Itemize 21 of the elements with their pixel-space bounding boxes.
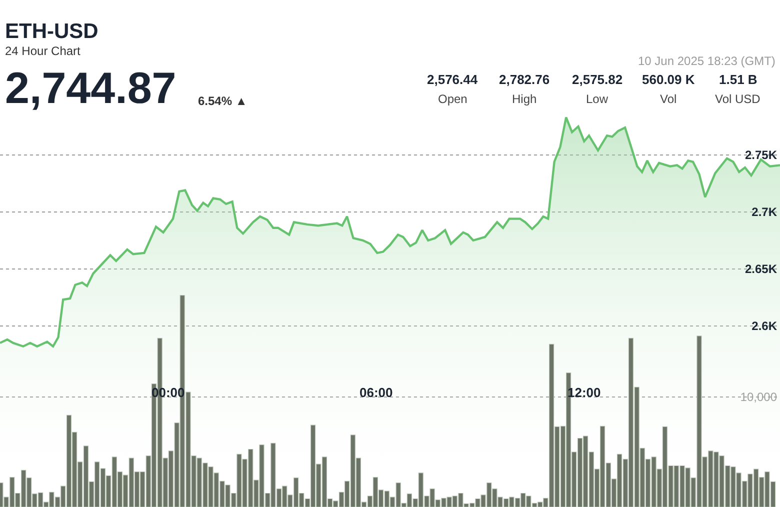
x-tick-label: 06:00 bbox=[360, 384, 393, 400]
annotation: Vol USD bbox=[715, 92, 761, 106]
annotation: 2,575.82 bbox=[572, 72, 623, 87]
annotation: 2,576.44 bbox=[427, 72, 478, 87]
annotation: 1.51 B bbox=[719, 72, 758, 87]
annotation: 10 Jun 2025 18:23 (GMT) bbox=[638, 54, 776, 68]
y2-tick-label: 10,000 bbox=[740, 390, 778, 404]
annotation: 6.54% ▲ bbox=[198, 94, 248, 108]
annotation: Low bbox=[586, 92, 608, 106]
y-tick-label: 2.65K bbox=[744, 262, 778, 276]
annotation: Open bbox=[438, 92, 468, 106]
text: ETH-USD bbox=[5, 20, 98, 43]
annotation: High bbox=[512, 92, 537, 106]
y-tick-label: 2.7K bbox=[752, 205, 778, 220]
annotation: 2,782.76 bbox=[499, 72, 550, 87]
annotation: Vol bbox=[660, 92, 677, 106]
annotation: 560.09 K bbox=[642, 72, 696, 87]
y-tick-label: 2.75K bbox=[744, 148, 778, 162]
y-tick-label: 2.6K bbox=[752, 319, 778, 334]
text: 24 Hour Chart bbox=[5, 44, 82, 58]
annotation: 2,744.87 bbox=[5, 64, 176, 113]
